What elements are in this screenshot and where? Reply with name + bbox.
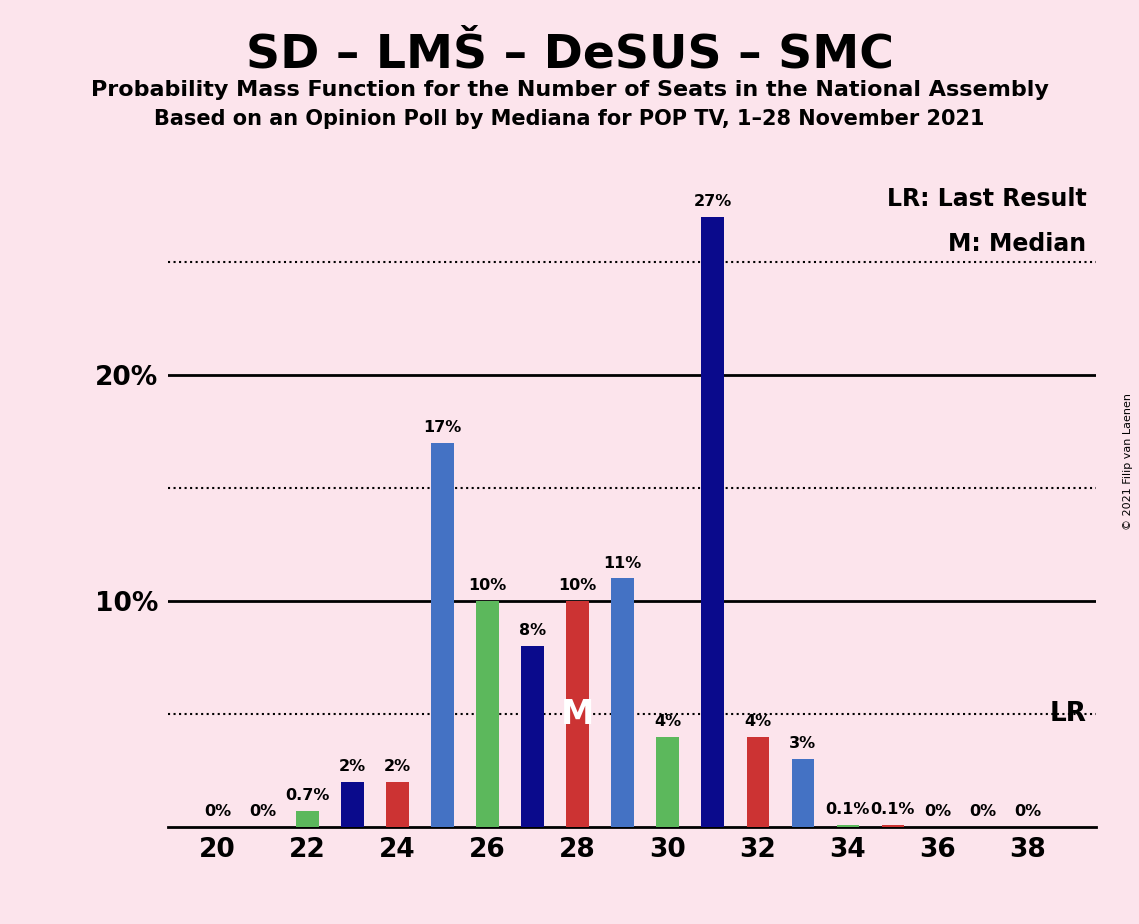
Text: LR: Last Result: LR: Last Result <box>887 187 1087 211</box>
Text: M: M <box>562 698 595 731</box>
Bar <box>476 601 499 827</box>
Bar <box>746 736 769 827</box>
Text: 0.1%: 0.1% <box>826 802 870 817</box>
Text: 2%: 2% <box>384 759 411 774</box>
Text: M: Median: M: Median <box>949 232 1087 256</box>
Text: LR: LR <box>1049 701 1087 727</box>
Text: 4%: 4% <box>744 713 771 729</box>
Text: 0.7%: 0.7% <box>285 788 329 803</box>
Text: 11%: 11% <box>604 555 641 570</box>
Bar <box>882 825 904 827</box>
Bar <box>342 782 363 827</box>
Bar <box>656 736 679 827</box>
Text: 0%: 0% <box>969 804 997 820</box>
Bar <box>792 760 814 827</box>
Text: 10%: 10% <box>558 578 597 593</box>
Text: 3%: 3% <box>789 736 817 751</box>
Text: Probability Mass Function for the Number of Seats in the National Assembly: Probability Mass Function for the Number… <box>91 80 1048 101</box>
Text: 10%: 10% <box>468 578 507 593</box>
Text: 8%: 8% <box>519 624 547 638</box>
Text: 17%: 17% <box>424 419 461 435</box>
Bar <box>432 443 453 827</box>
Text: Based on an Opinion Poll by Mediana for POP TV, 1–28 November 2021: Based on an Opinion Poll by Mediana for … <box>154 109 985 129</box>
Bar <box>702 217 724 827</box>
Bar <box>296 811 319 827</box>
Bar <box>386 782 409 827</box>
Text: 4%: 4% <box>654 713 681 729</box>
Text: 2%: 2% <box>339 759 366 774</box>
Text: 0.1%: 0.1% <box>870 802 915 817</box>
Bar <box>836 825 859 827</box>
Bar <box>566 601 589 827</box>
Text: 0%: 0% <box>1015 804 1041 820</box>
Text: 27%: 27% <box>694 194 732 209</box>
Text: 0%: 0% <box>204 804 231 820</box>
Text: 0%: 0% <box>925 804 951 820</box>
Text: SD – LMŠ – DeSUS – SMC: SD – LMŠ – DeSUS – SMC <box>246 32 893 78</box>
Text: © 2021 Filip van Laenen: © 2021 Filip van Laenen <box>1123 394 1132 530</box>
Bar <box>522 646 543 827</box>
Bar <box>612 578 634 827</box>
Text: 0%: 0% <box>248 804 276 820</box>
